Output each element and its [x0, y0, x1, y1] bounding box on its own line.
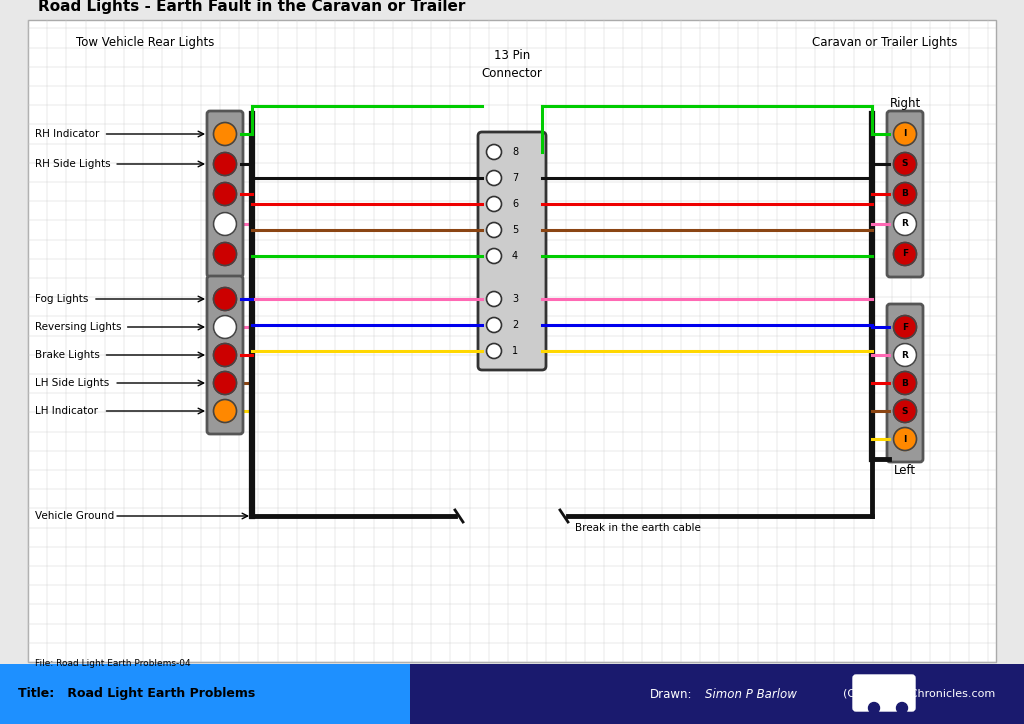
Circle shape — [213, 153, 237, 175]
Circle shape — [213, 213, 237, 235]
FancyBboxPatch shape — [887, 111, 923, 277]
Circle shape — [213, 316, 237, 339]
FancyBboxPatch shape — [853, 675, 915, 711]
Circle shape — [486, 248, 502, 264]
Text: Road Lights - Earth Fault in the Caravan or Trailer: Road Lights - Earth Fault in the Caravan… — [38, 0, 465, 14]
Text: B: B — [901, 190, 908, 198]
Text: Left: Left — [894, 464, 916, 477]
Circle shape — [894, 122, 916, 146]
Circle shape — [486, 222, 502, 237]
Text: 5: 5 — [512, 225, 518, 235]
Text: Fog Lights: Fog Lights — [35, 294, 88, 304]
Text: S: S — [902, 159, 908, 169]
Text: LH Indicator: LH Indicator — [35, 406, 98, 416]
Bar — [28, 20, 996, 662]
Text: 13 Pin: 13 Pin — [494, 49, 530, 62]
Text: Tow Vehicle Rear Lights: Tow Vehicle Rear Lights — [76, 36, 214, 49]
Text: B: B — [901, 379, 908, 387]
Text: R: R — [901, 350, 908, 360]
Text: F: F — [902, 250, 908, 258]
Text: Reversing Lights: Reversing Lights — [35, 322, 122, 332]
Text: F: F — [902, 322, 908, 332]
Text: 8: 8 — [512, 147, 518, 157]
Text: Title:   Road Light Earth Problems: Title: Road Light Earth Problems — [18, 688, 255, 701]
Circle shape — [894, 213, 916, 235]
Text: RH Indicator: RH Indicator — [35, 129, 99, 139]
Circle shape — [486, 196, 502, 211]
Text: File: Road Light Earth Problems-04: File: Road Light Earth Problems-04 — [35, 659, 190, 668]
Text: Vehicle Ground: Vehicle Ground — [35, 511, 115, 521]
Circle shape — [894, 400, 916, 423]
Circle shape — [894, 153, 916, 175]
Text: 4: 4 — [512, 251, 518, 261]
Text: 2: 2 — [512, 320, 518, 330]
Circle shape — [894, 427, 916, 450]
Text: RH Side Lights: RH Side Lights — [35, 159, 111, 169]
FancyBboxPatch shape — [207, 111, 243, 277]
Circle shape — [486, 343, 502, 358]
Circle shape — [213, 122, 237, 146]
Circle shape — [894, 243, 916, 266]
Circle shape — [894, 343, 916, 366]
Polygon shape — [360, 664, 410, 724]
Circle shape — [213, 243, 237, 266]
Text: R: R — [901, 219, 908, 229]
Text: Break in the earth cable: Break in the earth cable — [575, 523, 700, 533]
Text: Connector: Connector — [481, 67, 543, 80]
FancyBboxPatch shape — [887, 304, 923, 462]
Text: Drawn:: Drawn: — [650, 688, 692, 701]
Circle shape — [213, 287, 237, 311]
Circle shape — [213, 400, 237, 423]
Circle shape — [213, 343, 237, 366]
Text: Brake Lights: Brake Lights — [35, 350, 100, 360]
Circle shape — [486, 292, 502, 306]
Text: LH Side Lights: LH Side Lights — [35, 378, 110, 388]
Bar — [0, 664, 1024, 724]
Circle shape — [896, 702, 907, 713]
Text: 6: 6 — [512, 199, 518, 209]
Text: 7: 7 — [512, 173, 518, 183]
Circle shape — [894, 182, 916, 206]
Text: I: I — [903, 130, 906, 138]
FancyBboxPatch shape — [207, 276, 243, 434]
Text: 1: 1 — [512, 346, 518, 356]
Circle shape — [894, 316, 916, 339]
Circle shape — [486, 170, 502, 185]
Text: Simon P Barlow: Simon P Barlow — [705, 688, 797, 701]
Circle shape — [894, 371, 916, 395]
Text: Right: Right — [890, 97, 921, 110]
Text: Caravan or Trailer Lights: Caravan or Trailer Lights — [812, 36, 957, 49]
Circle shape — [213, 182, 237, 206]
Circle shape — [486, 145, 502, 159]
Text: 3: 3 — [512, 294, 518, 304]
FancyBboxPatch shape — [478, 132, 546, 370]
Bar — [0, 664, 380, 724]
Text: I: I — [903, 434, 906, 444]
Circle shape — [213, 371, 237, 395]
Circle shape — [486, 318, 502, 332]
Text: S: S — [902, 406, 908, 416]
Circle shape — [868, 702, 880, 713]
Text: (C) CaravanChronicles.com: (C) CaravanChronicles.com — [843, 689, 995, 699]
